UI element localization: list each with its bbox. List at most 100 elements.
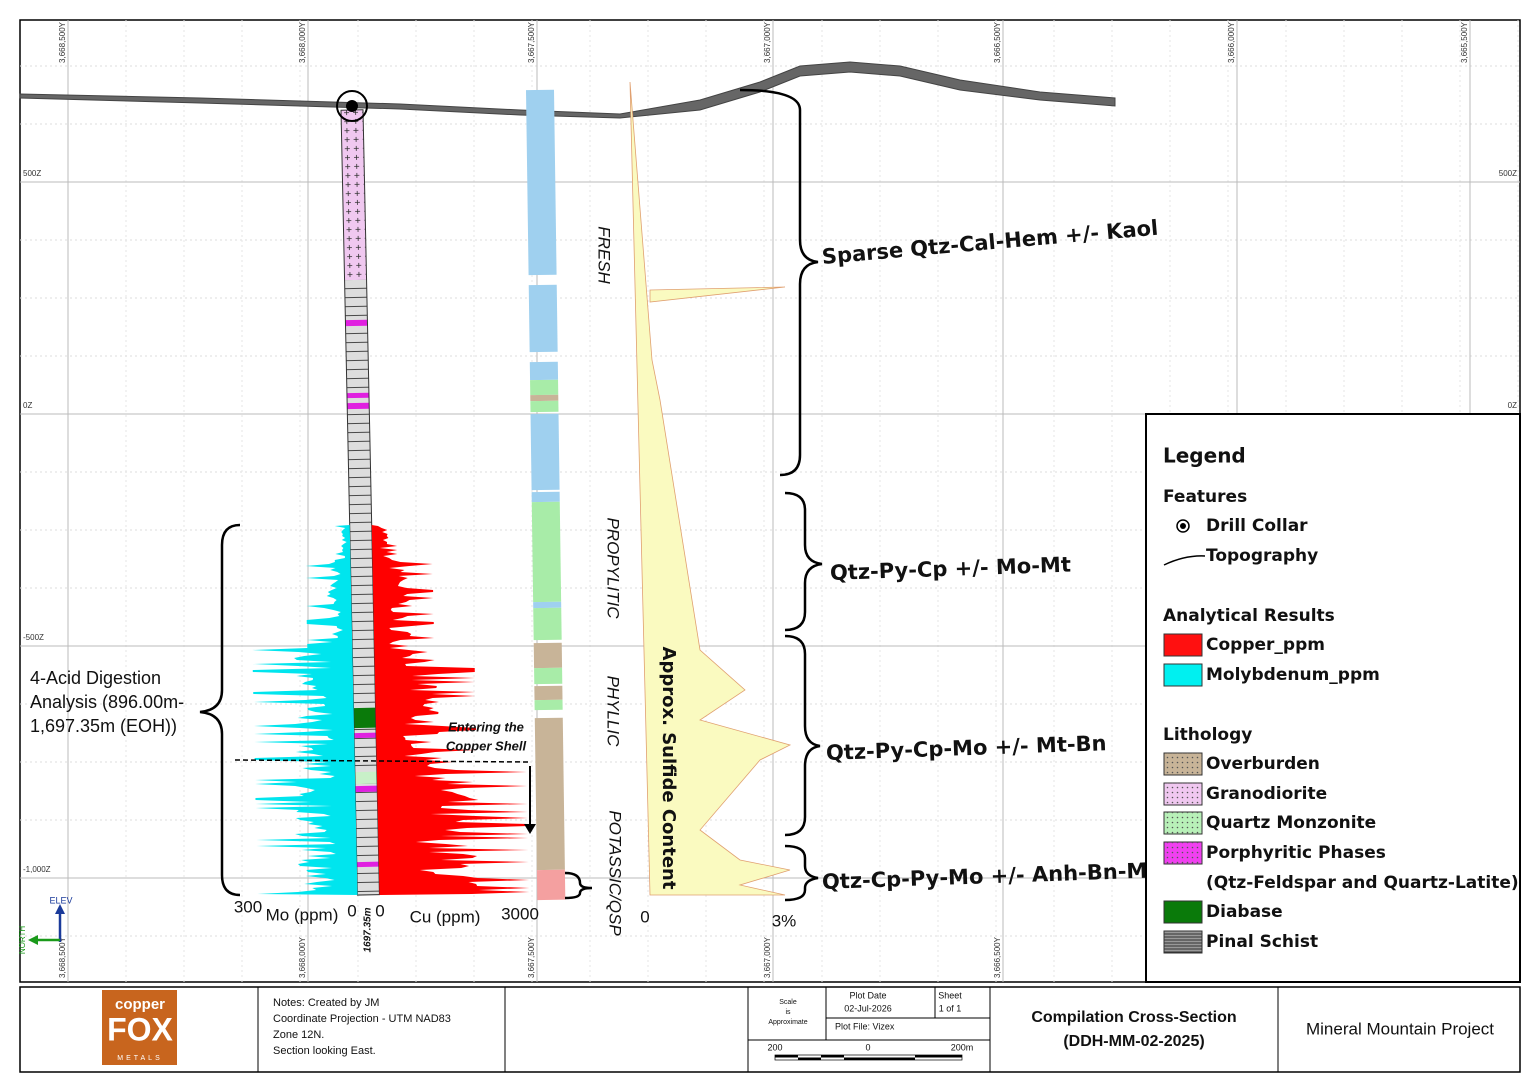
topo-icon [1163,555,1206,566]
legend-item: Diabase [1206,902,1283,922]
shell-arrowhead [524,824,536,834]
grid-label: 3,666,000Y [1227,21,1236,63]
zone-label: FRESH [595,226,614,284]
grid-label: 3,668,000Y [298,936,307,978]
shape [915,1055,962,1058]
scale-label: 0 [865,1042,870,1052]
legend-item: Porphyritic Phases [1206,843,1386,863]
brackets [199,88,823,902]
analysis-label: 4-Acid Digestion Analysis (896.00m- 1,69… [30,668,184,736]
drill-collar-dot [346,100,358,112]
shell-line-text: Copper Shell [446,738,527,753]
cu-max: 3000 [501,904,539,923]
drill-hole [340,109,380,896]
grid-label: 500Z [23,169,41,178]
porphyry-band [346,392,370,399]
legend-section: Lithology [1163,725,1252,745]
shape [257,987,1279,1072]
legend-item: Molybdenum_ppm [1206,665,1380,685]
swatch-lithology [1163,900,1203,924]
interval-label: Sparse Qtz-Cal-Hem +/- Kaol [821,216,1159,269]
logo-text: copper [115,996,165,1013]
note: Zone 12N. [273,1029,324,1041]
alteration-column [526,89,566,901]
scale-label: 200m [951,1042,974,1052]
diabase-band [353,707,376,729]
legend-item: Copper_ppm [1206,635,1325,655]
depth-label: 1697.35m [363,907,374,952]
analysis-line: Analysis (896.00m- [30,692,184,712]
logo-text: FOX [107,1011,173,1047]
legend: Legend Features Drill Collar Topography … [1145,413,1521,983]
grid-label: 3,667,000Y [763,21,772,63]
alteration-interval [533,607,562,641]
legend-item: Overburden [1206,754,1320,774]
alteration-interval [534,699,563,711]
grid-label: 3,666,500Y [993,21,1002,63]
plot-date: 02-Jul-2026 [844,1003,892,1013]
shape [55,904,65,914]
alteration-interval [534,717,565,871]
porphyry-band [354,732,377,739]
shape [28,935,38,945]
collar-icon [1176,519,1190,533]
legend-item: (Qtz-Feldspar and Quartz-Latite) [1206,873,1519,893]
interval-label: Qtz-Py-Cp +/- Mo-Mt [830,553,1072,585]
legend-item: Topography [1206,546,1318,566]
interval-label: Qtz-Py-Cp-Mo +/- Mt-Bn [826,731,1107,765]
north-label: NORTH [18,926,27,955]
scale-note: is [785,1009,791,1016]
scale-label: 200 [767,1042,782,1052]
sulfide-profile [629,81,792,896]
alteration-interval [533,642,563,669]
alteration-interval [530,394,559,402]
analysis-line: 4-Acid Digestion [30,668,161,688]
cu-label: Cu (ppm) [410,907,481,926]
plot-file: Plot File: Vizex [835,1021,895,1031]
mo-max: 300 [234,897,262,916]
north-arrow: ELEV NORTH [18,895,72,954]
note: Coordinate Projection - UTM NAD83 [273,1013,451,1025]
note: Notes: Created by JM [273,997,379,1009]
scale-note: Approximate [768,1019,807,1026]
porphyry-band [355,785,378,793]
porphyry-band [345,319,368,327]
porphyry-band [356,861,379,868]
logo [102,990,177,1065]
shape [868,1057,915,1060]
swatch-lithology-pattern [1164,783,1202,805]
alteration-interval [530,379,559,396]
grid-label: 0Z [1508,401,1517,410]
shape [564,871,593,900]
collar-icon-dot [1180,523,1186,529]
shape [844,1057,868,1060]
legend-section: Analytical Results [1163,606,1335,626]
swatch-lithology-pattern [1164,842,1202,864]
granodiorite-pattern [341,109,367,281]
legend-box [1145,413,1521,983]
sheet-title: Compilation Cross-Section [1031,1009,1236,1026]
grid-label: 0Z [23,401,32,410]
grid-label: -500Z [23,633,44,642]
drill-collar [336,90,368,122]
sulfide-spike [649,286,786,303]
alteration-interval [536,869,566,901]
sulfide-label: Approx. Sulfide Content [658,647,679,890]
grid-label: 3,667,500Y [527,21,536,63]
shape [784,844,819,902]
title-dividers [257,987,1279,1072]
scale-bar [774,1054,963,1061]
project-name: Mineral Mountain Project [1306,1019,1494,1038]
grid-label: 3,667,500Y [527,936,536,978]
swatch-lithology-pattern [1164,753,1202,775]
shell-line-text: Entering the [448,719,524,734]
shape [821,1055,844,1058]
profile-axis: 300 Mo (ppm) 0 0 Cu (ppm) 3000 [234,897,539,926]
shape [199,523,241,897]
zone-labels: FRESH PROPYLITIC PHYLLIC POTASSIC/QSP [595,226,625,936]
alteration-interval [534,667,563,685]
mo-zero: 0 [347,901,356,920]
alteration-interval [530,413,560,491]
legend-title: Legend [1163,444,1246,468]
